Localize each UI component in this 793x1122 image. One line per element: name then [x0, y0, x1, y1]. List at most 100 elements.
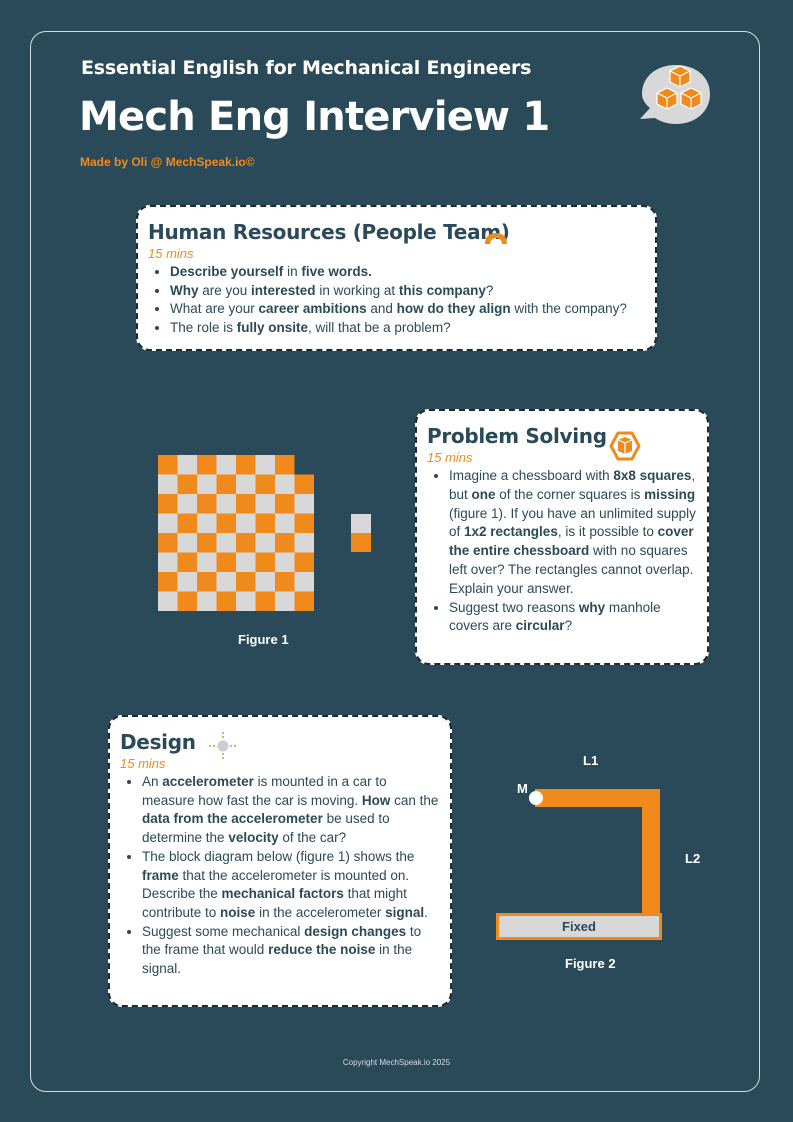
text-run: manhole covers are — [449, 599, 661, 634]
text-run: What are your — [170, 301, 259, 316]
chessboard-square — [294, 572, 314, 592]
text-run: that might contribute to — [142, 886, 407, 920]
hr-question-list: Describe yourself in five words.Why are … — [148, 263, 645, 337]
text-run: data from the accelerometer — [142, 811, 323, 827]
copyright-footer: Copyright MechSpeak.io 2025 — [342, 1058, 451, 1067]
text-run: , but — [449, 468, 696, 502]
chessboard-square — [197, 591, 217, 611]
chessboard-square — [216, 513, 236, 533]
text-run: velocity — [228, 830, 279, 846]
chessboard-square — [197, 455, 217, 475]
chessboard-square — [216, 494, 236, 514]
text-run: reduce the noise — [268, 942, 376, 958]
list-item: Suggest some mechanical design changes t… — [142, 923, 440, 979]
text-run: with the company? — [510, 301, 627, 316]
chessboard-square — [197, 494, 217, 514]
list-item: An accelerometer is mounted in a car to … — [142, 773, 440, 848]
chessboard-square — [255, 572, 275, 592]
text-run: accelerometer — [162, 774, 254, 789]
text-run: can the — [390, 792, 439, 808]
chessboard-square — [294, 513, 314, 533]
text-run: in — [283, 264, 302, 279]
chessboard-square — [255, 591, 275, 611]
chessboard-square — [255, 494, 275, 514]
chessboard-square — [158, 591, 178, 611]
text-run: be used to determine the — [142, 811, 390, 846]
chessboard-square — [197, 572, 217, 592]
frame-diagram — [529, 789, 660, 915]
crosshair-icon — [209, 732, 237, 760]
text-run: five words. — [301, 264, 372, 279]
chessboard-square — [158, 572, 178, 592]
list-item: Describe yourself in five words. — [170, 263, 645, 282]
text-run: design changes — [304, 923, 407, 939]
text-run: The role is — [170, 319, 237, 335]
text-run: Describe yourself — [170, 264, 284, 279]
text-run: this company — [398, 282, 486, 298]
chessboard-square — [255, 474, 275, 494]
chessboard-square — [158, 533, 178, 553]
chessboard-square — [236, 513, 256, 533]
chessboard-square — [177, 533, 197, 553]
text-run: with no squares left over? The rectangle… — [449, 543, 694, 596]
text-run: interested — [251, 282, 316, 298]
list-item: The role is fully onsite, will that be a… — [170, 319, 645, 338]
list-item: Imagine a chessboard with 8x8 squares, b… — [449, 467, 697, 599]
chessboard-square — [294, 533, 314, 553]
chessboard-square — [275, 494, 295, 514]
chessboard-square — [294, 591, 314, 611]
figure-1-caption: Figure 1 — [238, 632, 289, 647]
chessboard-square — [158, 494, 178, 514]
text-run: Imagine a chessboard with — [449, 468, 614, 483]
text-run: one — [471, 486, 496, 502]
text-run: signal — [385, 904, 425, 920]
text-run: of the car? — [278, 830, 347, 846]
chessboard-square — [255, 552, 275, 572]
text-run: How — [361, 792, 391, 808]
chessboard-square — [275, 552, 295, 572]
chessboard-square — [236, 591, 256, 611]
author-credit: Made by Oli @ MechSpeak.io© — [80, 155, 255, 169]
text-run: in the accelerometer — [255, 904, 386, 920]
problem-solving-duration: 15 mins — [427, 450, 473, 465]
chessboard-square — [236, 455, 256, 475]
design-section-card: Design 15 mins An accelerometer is mount… — [108, 715, 452, 1007]
chessboard-square — [236, 552, 256, 572]
domino-rectangle — [351, 514, 371, 552]
chessboard-square — [275, 455, 295, 475]
chessboard-square — [158, 474, 178, 494]
chessboard-square — [275, 591, 295, 611]
problem-solving-card: Problem Solving 15 mins Imagine a chessb… — [415, 409, 709, 665]
text-run: is mounted in a car to measure how fast … — [142, 774, 387, 808]
text-run: , is it possible to — [557, 524, 658, 540]
chessboard-square — [177, 572, 197, 592]
page-subtitle: Essential English for Mechanical Enginee… — [81, 57, 532, 79]
text-run: ? — [564, 618, 573, 634]
text-run: 1x2 rectangles — [464, 524, 558, 540]
label-l1: L1 — [583, 753, 599, 768]
text-run: 8x8 squares — [613, 468, 692, 483]
text-run: are you — [198, 282, 252, 298]
chessboard-square — [158, 552, 178, 572]
label-m: M — [517, 781, 528, 796]
text-run: to the frame that would — [142, 923, 422, 958]
chessboard-square — [236, 533, 256, 553]
chessboard-square — [216, 455, 236, 475]
problem-solving-question-list: Imagine a chessboard with 8x8 squares, b… — [427, 467, 697, 636]
chessboard-square — [197, 513, 217, 533]
text-run: ? — [485, 282, 494, 298]
text-run: career ambitions — [258, 301, 367, 316]
text-run: frame — [142, 867, 179, 883]
list-item: What are your career ambitions and how d… — [170, 300, 645, 319]
design-question-list: An accelerometer is mounted in a car to … — [120, 773, 440, 979]
chessboard-square — [216, 591, 236, 611]
chessboard-square — [275, 533, 295, 553]
text-run: The block diagram below (figure 1) shows… — [142, 848, 415, 864]
page-title: Mech Eng Interview 1 — [79, 94, 550, 140]
cubes-logo-icon — [640, 65, 710, 124]
fixed-support: Fixed — [496, 913, 662, 940]
text-run: missing — [644, 486, 696, 502]
cube-icon — [609, 431, 641, 461]
chessboard-square — [177, 591, 197, 611]
hr-section-card: Human Resources (People Team) 15 mins De… — [136, 205, 657, 351]
